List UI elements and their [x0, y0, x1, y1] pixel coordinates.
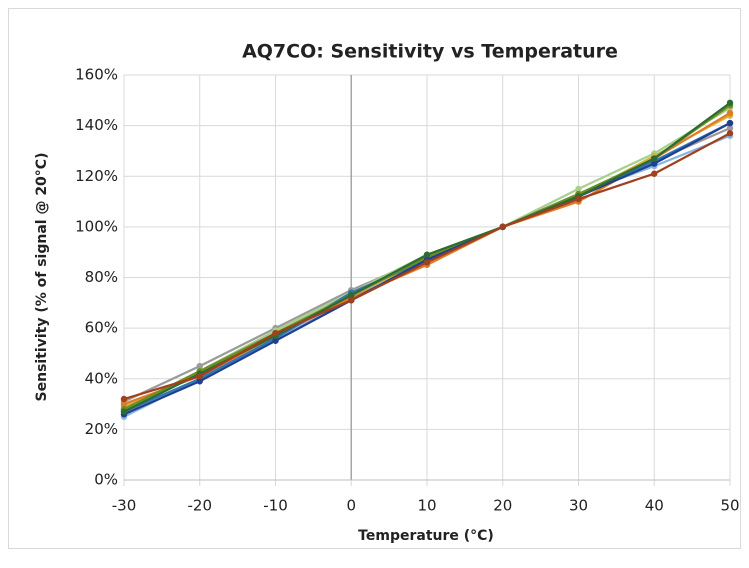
x-tick-label: 20: [493, 497, 512, 515]
chart-title: AQ7CO: Sensitivity vs Temperature: [242, 41, 618, 63]
data-point: [348, 292, 355, 299]
x-tick-label: -30: [112, 497, 137, 515]
x-tick-label: -20: [188, 497, 213, 515]
y-tick-label: 80%: [85, 268, 118, 286]
data-point: [575, 185, 582, 193]
y-tick-label: 40%: [85, 369, 118, 387]
data-point: [196, 362, 203, 370]
chart-frame: [8, 8, 741, 549]
y-tick-label: 20%: [85, 420, 118, 438]
data-point: [651, 160, 658, 167]
data-point: [348, 297, 355, 304]
y-tick-label: 60%: [85, 319, 118, 337]
y-tick-label: 160%: [75, 66, 118, 84]
data-point: [423, 251, 431, 258]
y-tick-label: 120%: [75, 167, 118, 185]
data-point: [575, 195, 582, 203]
data-point: [726, 109, 734, 117]
data-point: [499, 223, 506, 231]
data-point: [196, 373, 203, 380]
data-point: [651, 155, 658, 162]
x-tick-label: 0: [346, 497, 356, 515]
data-point: [423, 259, 431, 266]
data-point: [120, 400, 128, 408]
data-point: [726, 99, 734, 107]
y-axis-label: Sensitivity (% of signal @ 20°C): [34, 153, 50, 402]
data-point: [726, 130, 734, 137]
x-tick-label: 50: [720, 497, 739, 515]
x-tick-label: 40: [645, 497, 664, 515]
data-point: [651, 170, 658, 177]
data-point: [272, 329, 279, 337]
data-point: [120, 408, 128, 415]
data-point: [726, 124, 734, 132]
data-point: [120, 395, 128, 403]
data-point: [196, 378, 203, 385]
x-axis-label: Temperature (°C): [358, 528, 494, 544]
y-tick-label: 140%: [75, 116, 118, 134]
data-point: [272, 337, 279, 344]
y-tick-label: 100%: [75, 217, 118, 235]
y-tick-label: 0%: [94, 471, 118, 489]
x-tick-label: -10: [263, 497, 288, 515]
x-tick-label: 10: [417, 497, 436, 515]
x-tick-label: 30: [569, 497, 588, 515]
data-point: [726, 119, 734, 127]
